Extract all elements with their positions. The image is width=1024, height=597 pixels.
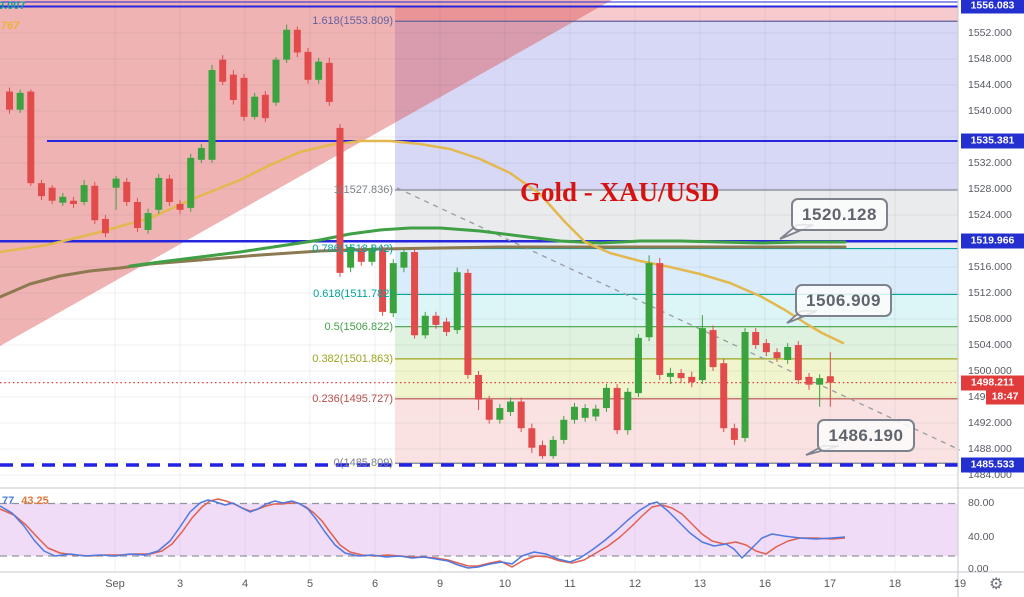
candle [27, 89, 35, 186]
candle [251, 92, 259, 120]
candle [453, 267, 461, 334]
candle [773, 348, 781, 362]
left-edge-price-label: 9.007 [0, 0, 26, 12]
candle [613, 384, 621, 435]
candle [560, 415, 568, 444]
candle [91, 181, 99, 225]
candle [688, 371, 696, 388]
candle [624, 387, 632, 435]
candle [219, 55, 227, 86]
candle [272, 57, 280, 106]
candle [666, 367, 674, 385]
candle [762, 339, 770, 357]
candle [507, 397, 515, 416]
candle [165, 174, 173, 206]
candle [133, 198, 141, 232]
candle [208, 64, 216, 164]
candle [16, 89, 24, 113]
candle [197, 144, 205, 164]
candle [496, 404, 504, 424]
candle [805, 372, 813, 390]
candle [730, 423, 738, 446]
candle [411, 248, 419, 339]
candle [475, 371, 483, 411]
candle [315, 57, 323, 84]
candle [656, 257, 664, 381]
candle [389, 259, 397, 318]
fib-band [395, 398, 958, 464]
chart-title: Gold - XAU/USD [520, 177, 720, 207]
candle [176, 200, 184, 214]
candle [752, 328, 760, 349]
candle [592, 404, 600, 422]
candle [48, 185, 56, 204]
fib-band [395, 358, 958, 399]
candle [602, 384, 610, 412]
candle [6, 87, 13, 114]
candle [112, 176, 120, 210]
candle [570, 402, 578, 424]
candle [421, 311, 429, 339]
candle [826, 352, 834, 407]
candle [464, 268, 472, 379]
candle [144, 208, 152, 234]
candle [123, 177, 131, 206]
left-edge-fib-label: .767 [0, 20, 20, 32]
candle [347, 244, 355, 273]
candle [101, 215, 109, 238]
fib-band [395, 294, 958, 327]
candle [528, 423, 536, 453]
candle [336, 124, 344, 277]
candle [240, 73, 248, 121]
candle [485, 395, 493, 424]
stoch-d-value: 43.25 [21, 495, 49, 507]
fib-band [395, 326, 958, 359]
candle [549, 436, 557, 459]
ma-green [128, 226, 847, 268]
candle [709, 325, 717, 372]
candle [368, 244, 376, 266]
candle [794, 341, 802, 385]
candle [304, 47, 312, 84]
fib-band [395, 248, 958, 295]
candle [187, 153, 195, 212]
settings-gear-icon[interactable]: ⚙ [989, 576, 1004, 593]
candle [80, 179, 88, 206]
candle [283, 24, 291, 63]
candle [741, 328, 749, 442]
candle [325, 57, 333, 106]
stoch-k-value: 77 [2, 495, 15, 507]
stochastic-values: 77 43.25 [2, 495, 49, 507]
candle [698, 315, 706, 385]
fib-band [395, 6, 958, 22]
candle [816, 374, 824, 407]
stoch-band [0, 503, 958, 556]
candle [720, 358, 728, 433]
candle [379, 246, 387, 316]
candle [229, 70, 237, 105]
candle [517, 397, 525, 433]
candle [443, 317, 451, 336]
candle [155, 174, 163, 214]
candle [539, 440, 546, 459]
candle [677, 369, 685, 383]
candle [293, 26, 301, 58]
candle [261, 90, 269, 123]
candle [645, 255, 653, 342]
trend-wedge [0, 0, 612, 346]
ma-yellow [0, 139, 845, 345]
candle [59, 192, 67, 206]
candle [37, 179, 45, 201]
candle [400, 248, 408, 273]
candle [432, 311, 440, 329]
candle [357, 246, 365, 266]
candle [581, 404, 589, 422]
candle [634, 333, 642, 398]
candle [784, 343, 792, 364]
candle [69, 196, 77, 208]
stoch-k-line [0, 499, 846, 569]
